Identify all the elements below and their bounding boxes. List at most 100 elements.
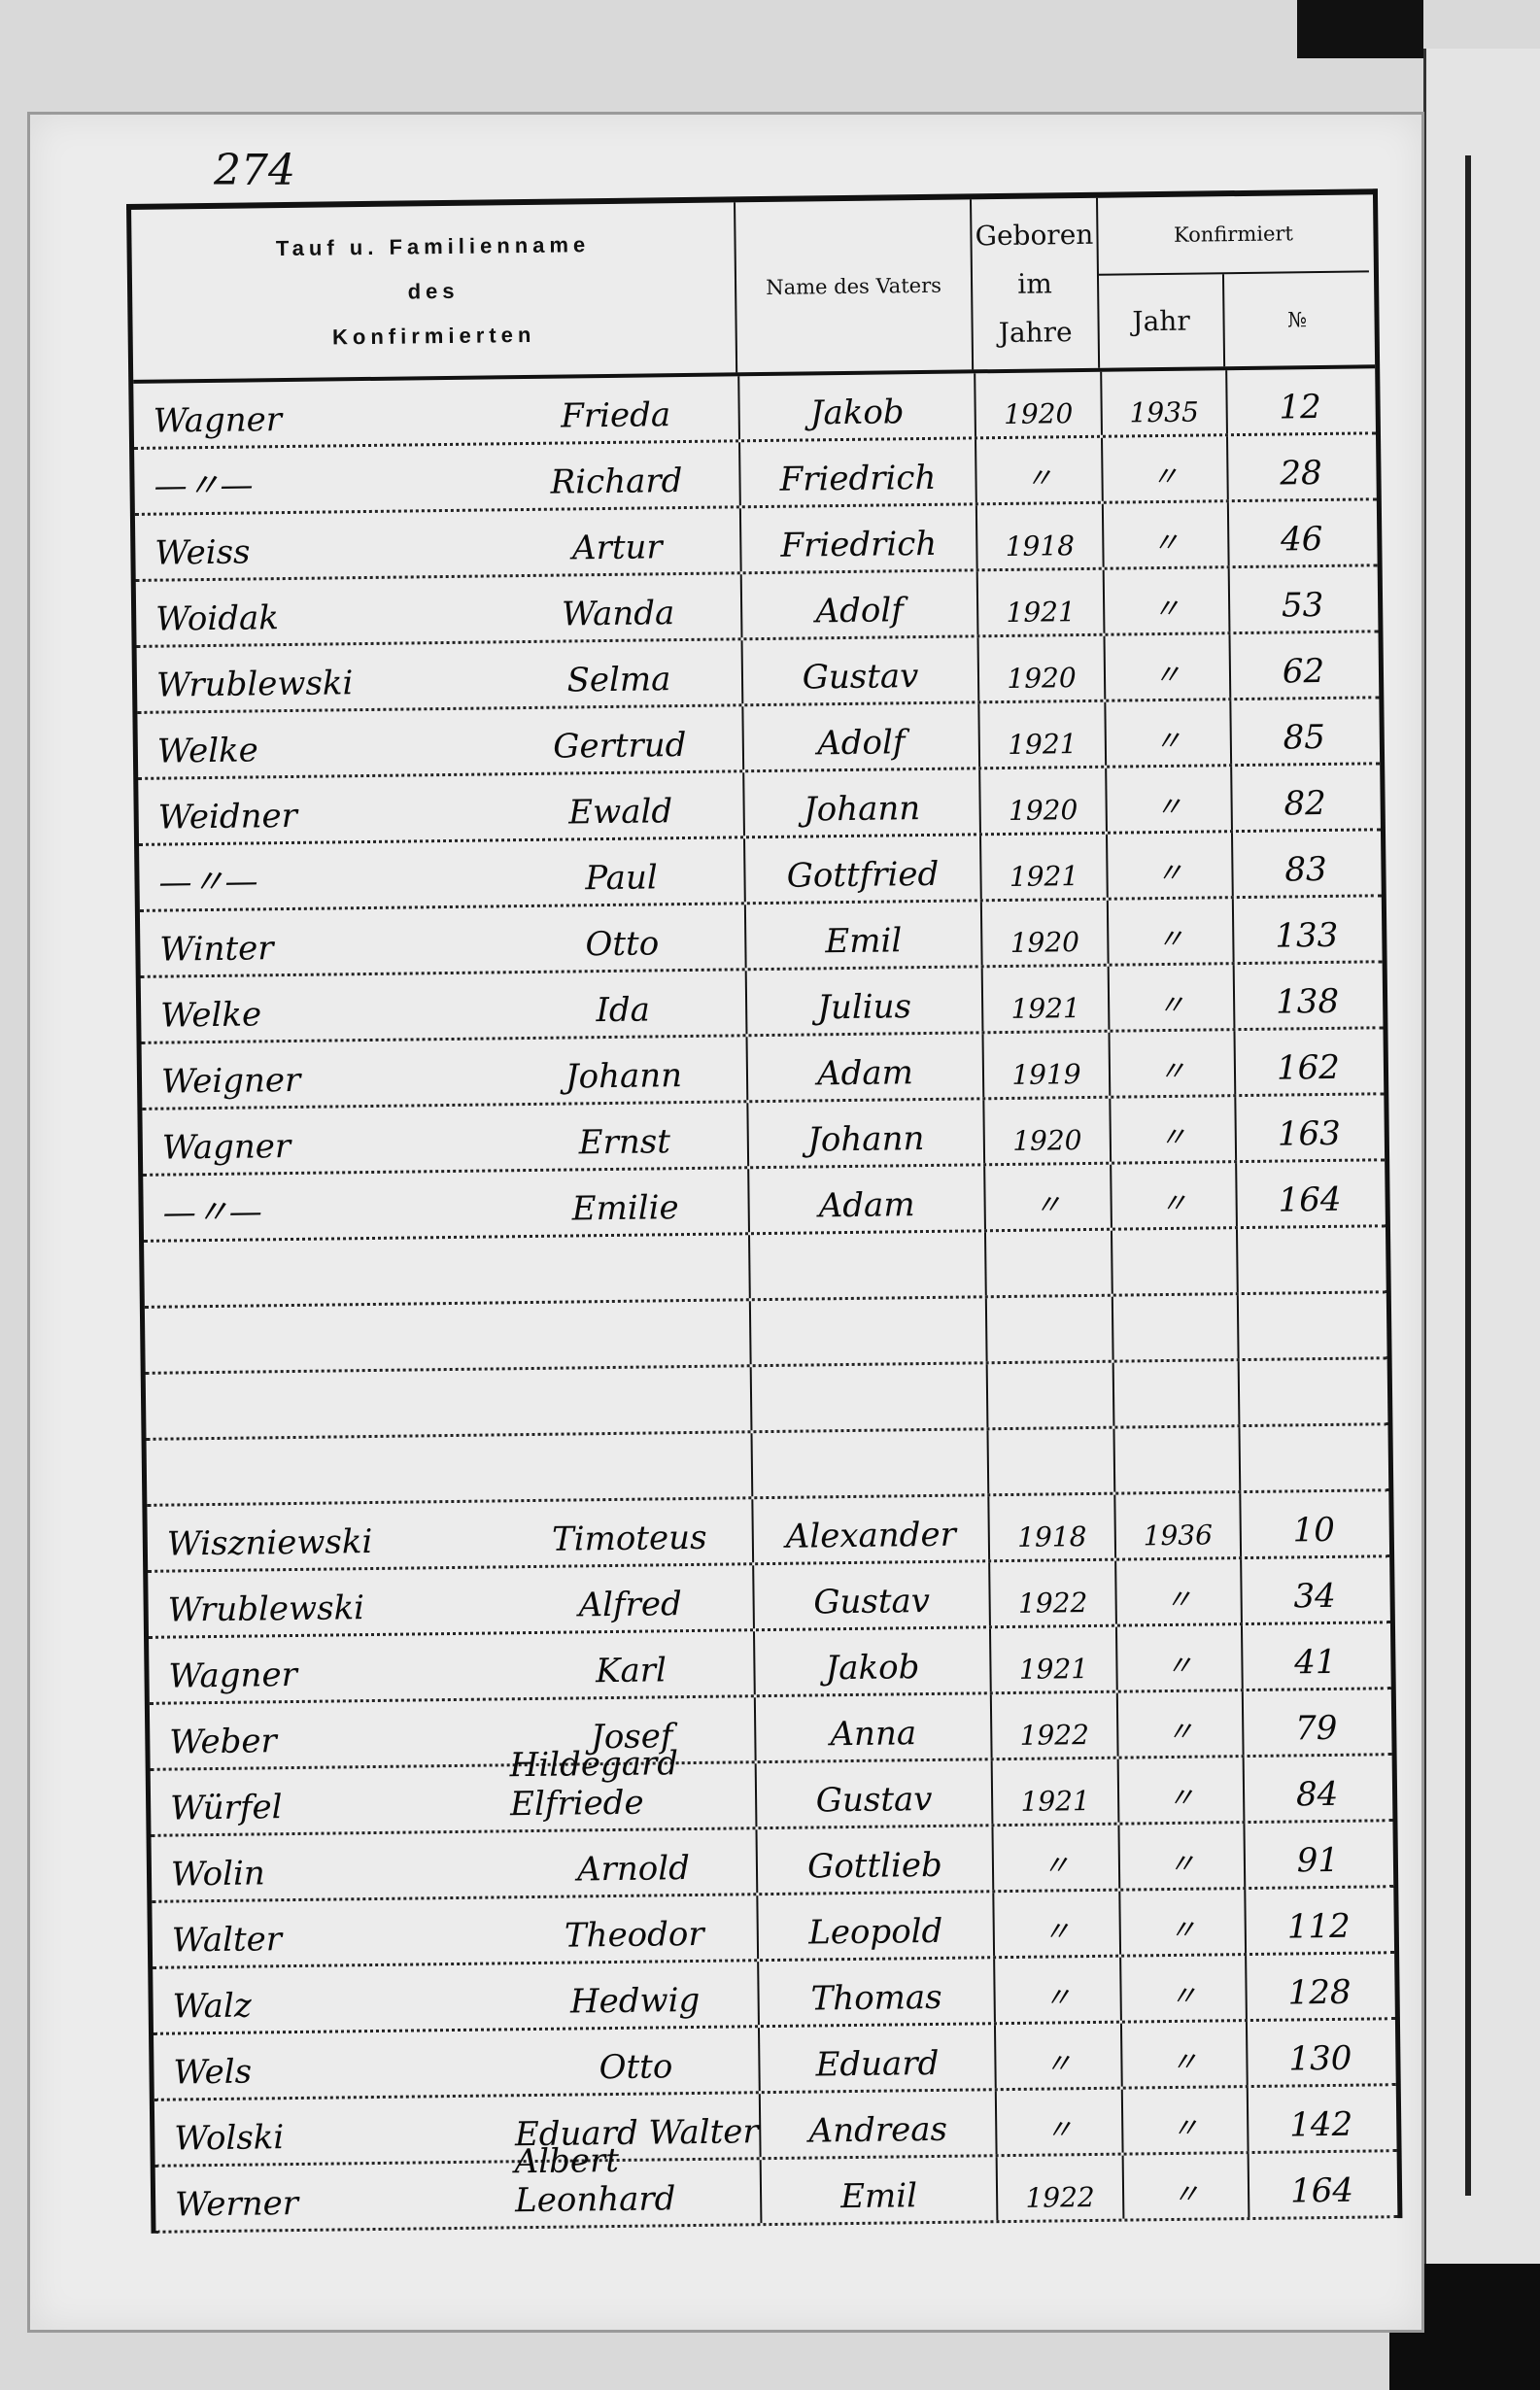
birth-year: 1919 <box>983 1032 1112 1098</box>
table-header: Tauf u. Familienname des Konfirmierten N… <box>131 194 1376 384</box>
birth-year: 1922 <box>997 2155 1125 2221</box>
family-name: Wagner <box>161 1127 291 1168</box>
given-name <box>505 1367 751 1433</box>
confirmation-year <box>1112 1295 1240 1360</box>
birth-year: 1921 <box>982 966 1111 1032</box>
father-name: Andreas <box>760 2091 998 2158</box>
family-name: Wrublewski <box>167 1588 365 1630</box>
given-name: Johann <box>565 1056 683 1097</box>
confirmation-number: 41 <box>1294 1642 1337 1683</box>
confirmation-year: 〃 <box>1111 1097 1238 1162</box>
family-name: Würfel <box>169 1788 283 1828</box>
family-name: Weidner <box>157 796 298 837</box>
birth-year: 1922 <box>990 1560 1117 1626</box>
confirmation-number: 133 <box>1275 915 1339 956</box>
confirmation-year <box>1114 1427 1242 1492</box>
confirmation-year: 〃 <box>1121 2022 1249 2087</box>
father-name <box>750 1298 988 1365</box>
given-name: Ernst <box>578 1122 671 1163</box>
confirmation-year: 〃 <box>1105 634 1232 700</box>
birth-year: 1922 <box>991 1692 1119 1758</box>
confirmation-number: 138 <box>1275 981 1340 1022</box>
given-name <box>503 1235 749 1301</box>
confirmation-number: 12 <box>1279 387 1322 427</box>
family-name: Wagner <box>168 1655 298 1696</box>
family-name: Weigner <box>160 1060 301 1102</box>
confirmation-year: 〃 <box>1112 1163 1238 1228</box>
given-name: Otto <box>599 2047 673 2088</box>
family-name: —〃— <box>158 862 258 903</box>
given-name: Ewald <box>568 792 673 833</box>
family-name: Weber <box>169 1722 278 1762</box>
confirmation-number <box>1240 1359 1386 1424</box>
header-confirmed: Konfirmiert Jahr № <box>1097 194 1370 368</box>
father-name: Anna <box>755 1694 993 1761</box>
confirmation-year: 〃 <box>1116 1559 1243 1624</box>
family-name: Wels <box>173 2052 253 2093</box>
confirmation-number: 112 <box>1286 1906 1351 1947</box>
father-name: Jakob <box>739 373 976 440</box>
birth-year: 〃 <box>995 2023 1123 2089</box>
confirmation-register-table: Tauf u. Familienname des Konfirmierten N… <box>126 188 1403 2234</box>
birth-year: 1920 <box>980 768 1108 834</box>
confirmation-year: 〃 <box>1117 1691 1245 1757</box>
family-name: —〃— <box>154 465 254 506</box>
birth-year: 1920 <box>984 1098 1112 1164</box>
confirmation-number: 162 <box>1276 1047 1341 1088</box>
father-name <box>750 1232 987 1299</box>
birth-year <box>985 1230 1113 1296</box>
adjacent-page <box>1423 49 1540 2283</box>
family-name <box>144 1238 504 1306</box>
birth-year: 〃 <box>985 1164 1112 1230</box>
father-name: Adolf <box>741 571 979 638</box>
header-born-line: im <box>1017 266 1053 300</box>
page-number: 274 <box>214 146 295 195</box>
given-name: Richard <box>550 461 683 502</box>
birth-year: 1920 <box>975 371 1103 437</box>
confirmation-number: 142 <box>1289 2104 1353 2145</box>
header-confirmed-number: № <box>1286 307 1308 331</box>
family-name <box>146 1370 506 1438</box>
family-name: Welke <box>159 995 262 1036</box>
birth-year: 1918 <box>976 503 1105 569</box>
birth-year: 1920 <box>981 900 1110 966</box>
father-name: Emil <box>761 2157 999 2224</box>
confirmation-number: 46 <box>1280 519 1323 560</box>
confirmation-year: 〃 <box>1108 833 1234 898</box>
confirmation-number: 28 <box>1280 453 1322 494</box>
confirmation-number: 91 <box>1296 1840 1340 1881</box>
confirmation-number: 85 <box>1283 717 1326 758</box>
given-name: Emilie <box>571 1188 679 1229</box>
header-confirmed-year: Jahr <box>1098 274 1226 368</box>
father-name <box>751 1364 989 1431</box>
confirmation-number: 82 <box>1283 783 1326 824</box>
father-name <box>752 1430 990 1497</box>
confirmation-number: 128 <box>1287 1972 1352 2013</box>
family-name: Werner <box>174 2183 299 2225</box>
given-name: Paul <box>585 858 658 899</box>
given-name <box>506 1433 752 1499</box>
confirmation-year: 〃 <box>1118 1758 1246 1823</box>
family-name: Walz <box>172 1986 252 2027</box>
header-name-line: Konfirmierten <box>331 322 536 349</box>
father-name: Jakob <box>754 1628 992 1695</box>
birth-year: 1920 <box>978 635 1107 701</box>
header-name: Tauf u. Familienname des Konfirmierten <box>131 202 738 380</box>
father-name: Friedrich <box>740 505 978 572</box>
birth-year: 1921 <box>990 1626 1118 1692</box>
given-name: Selma <box>566 660 671 700</box>
confirmation-year: 〃 <box>1104 568 1231 633</box>
confirmation-year <box>1112 1229 1239 1294</box>
family-name: —〃— <box>162 1192 262 1233</box>
family-name <box>147 1436 507 1504</box>
family-name: Wrublewski <box>155 664 354 705</box>
given-name: Hedwig <box>569 1980 701 2022</box>
confirmation-number: 62 <box>1282 651 1325 692</box>
family-name: Woidak <box>154 598 280 639</box>
father-name: Adam <box>749 1166 986 1233</box>
confirmation-number: 79 <box>1294 1708 1338 1749</box>
confirmation-year: 〃 <box>1103 436 1229 501</box>
given-name: Theodor <box>564 1914 704 1956</box>
header-name-line: Tauf u. Familienname <box>275 231 591 260</box>
given-name: Timoteus <box>551 1518 707 1559</box>
